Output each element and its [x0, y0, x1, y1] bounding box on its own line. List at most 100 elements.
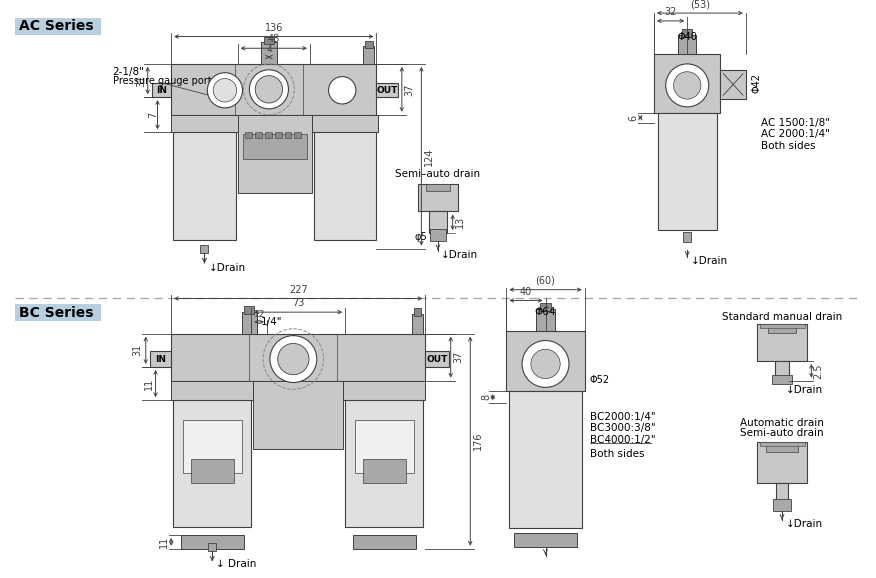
Text: 136: 136: [265, 23, 283, 32]
Circle shape: [278, 343, 309, 375]
Bar: [265, 132, 272, 138]
Text: AC Series: AC Series: [18, 19, 94, 34]
Circle shape: [270, 336, 317, 383]
Bar: [509, 391, 582, 528]
Bar: [658, 113, 717, 230]
Bar: [261, 42, 277, 64]
Bar: [759, 324, 804, 328]
Bar: [773, 375, 792, 384]
Text: Pressure gauge port: Pressure gauge port: [112, 76, 211, 87]
Text: ↓Drain: ↓Drain: [786, 519, 823, 529]
Text: 6: 6: [629, 114, 639, 121]
Bar: [264, 36, 274, 45]
Text: 4: 4: [266, 45, 272, 54]
Text: Both sides: Both sides: [590, 449, 645, 459]
Circle shape: [250, 70, 288, 109]
Text: Φ64: Φ64: [534, 307, 556, 317]
Text: 8: 8: [481, 394, 491, 400]
Circle shape: [666, 64, 709, 107]
Bar: [363, 459, 406, 483]
Bar: [768, 324, 795, 333]
Text: 32: 32: [664, 7, 677, 17]
Bar: [294, 132, 301, 138]
Bar: [201, 244, 208, 253]
Text: 11: 11: [159, 536, 169, 548]
Bar: [678, 35, 696, 54]
Bar: [152, 83, 171, 97]
Bar: [285, 132, 292, 138]
Text: IN: IN: [155, 354, 166, 364]
Circle shape: [255, 76, 283, 103]
Text: (53): (53): [690, 0, 710, 9]
Text: Φ52: Φ52: [590, 375, 610, 384]
Text: 31: 31: [136, 75, 146, 87]
Bar: [720, 70, 745, 99]
Bar: [774, 499, 791, 510]
Bar: [654, 54, 720, 113]
Bar: [536, 309, 555, 331]
Bar: [757, 442, 808, 483]
Bar: [242, 312, 258, 334]
Text: 1/4": 1/4": [261, 317, 283, 327]
Bar: [243, 134, 307, 159]
Bar: [311, 380, 319, 387]
Text: 13: 13: [455, 216, 464, 228]
Bar: [171, 334, 425, 380]
Text: Φ42: Φ42: [752, 73, 762, 94]
Text: ↓Drain: ↓Drain: [209, 263, 246, 273]
Text: ↓ Drain: ↓ Drain: [216, 560, 257, 569]
Bar: [776, 483, 788, 507]
Bar: [540, 303, 551, 311]
Text: Φ40: Φ40: [677, 32, 697, 42]
Text: ↓Drain: ↓Drain: [786, 386, 823, 395]
Bar: [345, 400, 423, 527]
Circle shape: [328, 77, 356, 104]
Bar: [377, 83, 398, 97]
Text: 11: 11: [144, 377, 154, 390]
Text: Semi–auto drain: Semi–auto drain: [395, 169, 481, 179]
Circle shape: [522, 340, 569, 387]
Bar: [244, 306, 254, 314]
Text: (60): (60): [535, 276, 555, 286]
Bar: [355, 420, 413, 473]
Text: 2.5: 2.5: [813, 363, 823, 379]
Bar: [150, 351, 171, 367]
Text: ↓Drain: ↓Drain: [441, 250, 478, 260]
Bar: [429, 212, 447, 233]
Text: Automatic drain: Automatic drain: [740, 418, 824, 428]
Bar: [427, 184, 449, 191]
Bar: [759, 442, 804, 446]
Text: φ5: φ5: [414, 232, 427, 242]
Text: 73: 73: [292, 298, 305, 308]
Bar: [181, 535, 244, 549]
Bar: [419, 184, 457, 212]
Bar: [237, 114, 312, 193]
Bar: [279, 380, 286, 387]
Bar: [682, 29, 692, 36]
Text: OUT: OUT: [377, 86, 398, 95]
Text: Semi-auto drain: Semi-auto drain: [740, 428, 823, 438]
Text: 48: 48: [268, 34, 280, 45]
Text: BC2000:1/4": BC2000:1/4": [590, 412, 656, 422]
Text: BC4000:1/2": BC4000:1/2": [590, 435, 656, 445]
Text: 37: 37: [454, 351, 463, 364]
Bar: [514, 533, 576, 547]
Bar: [766, 442, 798, 452]
Bar: [15, 305, 101, 321]
Circle shape: [674, 72, 701, 99]
Text: AC 1500:1/8": AC 1500:1/8": [760, 117, 830, 128]
Bar: [364, 42, 372, 49]
Bar: [268, 380, 276, 387]
Bar: [255, 132, 262, 138]
Bar: [171, 64, 377, 114]
Bar: [171, 380, 253, 400]
Bar: [254, 383, 333, 404]
Bar: [425, 351, 449, 367]
Text: ↓Drain: ↓Drain: [691, 256, 728, 266]
Bar: [15, 18, 101, 35]
Text: 12: 12: [253, 310, 265, 319]
Bar: [173, 132, 236, 240]
Text: BC3000:3/8": BC3000:3/8": [590, 424, 656, 434]
Circle shape: [531, 349, 560, 379]
Text: 176: 176: [473, 432, 484, 450]
